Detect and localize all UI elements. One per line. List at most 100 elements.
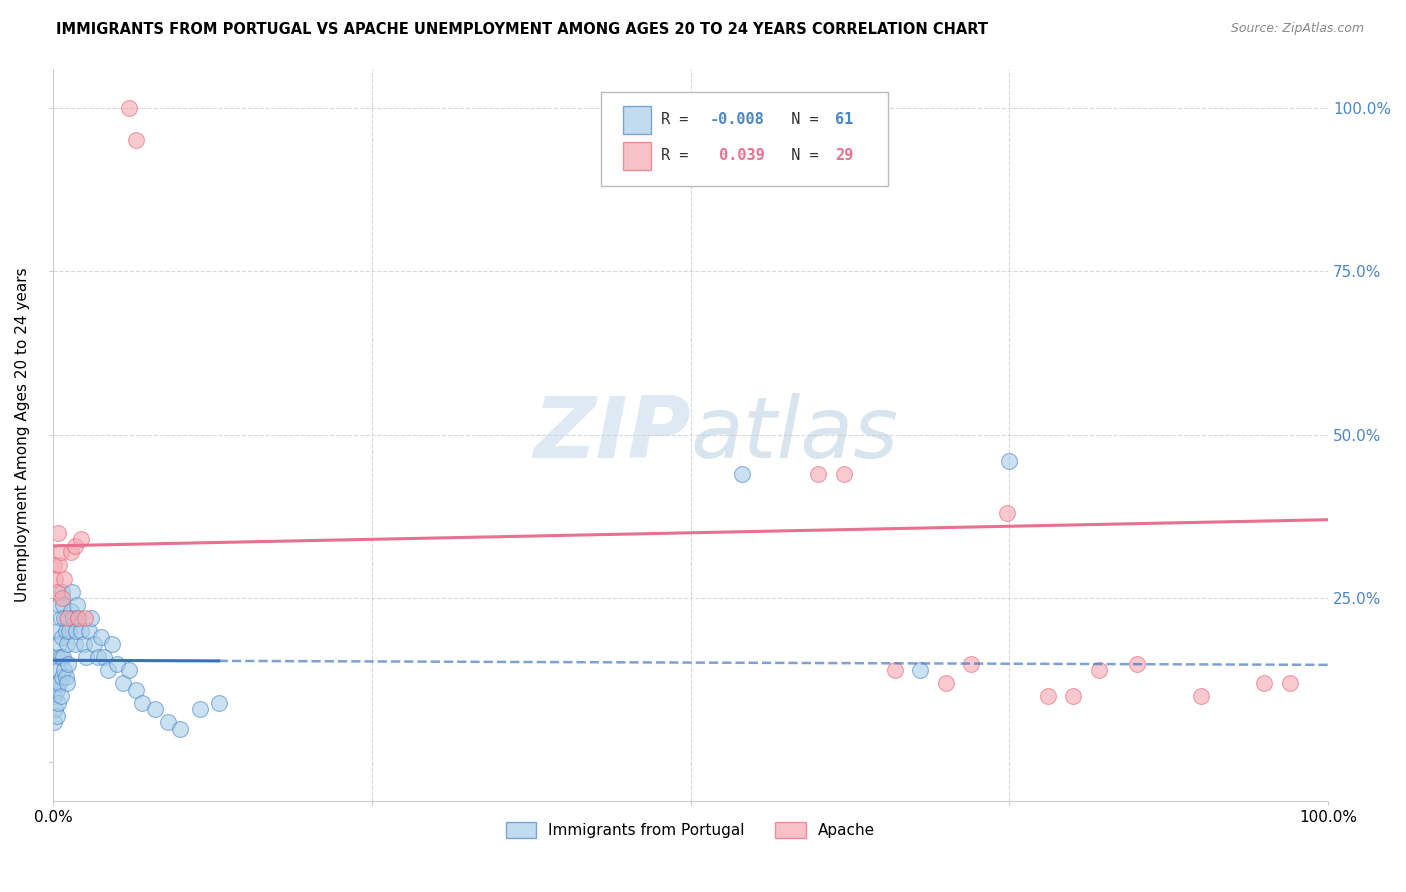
Point xyxy=(65,624,87,638)
Point xyxy=(998,454,1021,468)
Point xyxy=(73,611,96,625)
Point xyxy=(59,545,82,559)
Point xyxy=(45,584,67,599)
Text: ZIP: ZIP xyxy=(533,393,690,476)
Point xyxy=(75,650,97,665)
Point xyxy=(125,133,148,147)
Point xyxy=(46,624,69,638)
Point xyxy=(46,663,69,677)
Point xyxy=(72,637,94,651)
Point xyxy=(80,611,103,625)
Text: atlas: atlas xyxy=(690,393,898,476)
Point xyxy=(45,650,67,665)
Point xyxy=(832,467,855,481)
Point xyxy=(48,558,70,573)
Point xyxy=(131,696,153,710)
Point xyxy=(1253,676,1275,690)
Point xyxy=(51,670,73,684)
Point xyxy=(53,663,76,677)
Point xyxy=(730,467,752,481)
Point xyxy=(1126,657,1149,671)
Point xyxy=(90,631,112,645)
Text: 61: 61 xyxy=(835,112,853,127)
Point xyxy=(45,682,67,697)
Point xyxy=(143,702,166,716)
Point xyxy=(1036,690,1059,704)
Point xyxy=(44,702,66,716)
Text: -0.008: -0.008 xyxy=(710,112,765,127)
Point xyxy=(48,637,70,651)
Point xyxy=(63,539,86,553)
Point xyxy=(49,611,72,625)
Text: IMMIGRANTS FROM PORTUGAL VS APACHE UNEMPLOYMENT AMONG AGES 20 TO 24 YEARS CORREL: IMMIGRANTS FROM PORTUGAL VS APACHE UNEMP… xyxy=(56,22,988,37)
Point xyxy=(60,584,83,599)
Point xyxy=(208,696,231,710)
Point xyxy=(55,624,77,638)
Point xyxy=(53,611,76,625)
Point xyxy=(56,637,79,651)
Point xyxy=(97,663,120,677)
Text: N =: N = xyxy=(773,112,828,127)
Point xyxy=(66,598,89,612)
Text: R =: R = xyxy=(661,112,697,127)
Y-axis label: Unemployment Among Ages 20 to 24 years: Unemployment Among Ages 20 to 24 years xyxy=(15,268,30,602)
Point xyxy=(960,657,983,671)
Point xyxy=(46,525,69,540)
Point xyxy=(100,637,122,651)
Point xyxy=(935,676,957,690)
Point xyxy=(70,624,93,638)
Point xyxy=(118,101,141,115)
Point xyxy=(1189,690,1212,704)
Point xyxy=(46,696,69,710)
Point xyxy=(51,584,73,599)
Point xyxy=(45,709,67,723)
Point xyxy=(44,572,66,586)
Point xyxy=(55,670,77,684)
Point xyxy=(807,467,830,481)
Point xyxy=(995,506,1018,520)
Point xyxy=(883,663,905,677)
Point xyxy=(56,611,79,625)
Point xyxy=(63,637,86,651)
Point xyxy=(1278,676,1301,690)
Point xyxy=(53,572,76,586)
Point xyxy=(112,676,135,690)
Point xyxy=(156,715,179,730)
Point xyxy=(83,637,105,651)
FancyBboxPatch shape xyxy=(602,92,889,186)
Point xyxy=(908,663,931,677)
Point xyxy=(49,545,72,559)
Point xyxy=(77,624,100,638)
Point xyxy=(44,690,66,704)
Point xyxy=(52,650,75,665)
Point xyxy=(44,558,66,573)
Point xyxy=(188,702,211,716)
Point xyxy=(51,631,73,645)
Text: 0.039: 0.039 xyxy=(710,148,765,163)
Point xyxy=(118,663,141,677)
Point xyxy=(59,604,82,618)
Point xyxy=(67,611,90,625)
Point xyxy=(52,598,75,612)
Point xyxy=(1087,663,1109,677)
Point xyxy=(105,657,128,671)
Point xyxy=(70,533,93,547)
Point xyxy=(58,624,80,638)
Bar xyxy=(623,106,651,134)
Point xyxy=(48,598,70,612)
Point xyxy=(48,676,70,690)
Point xyxy=(56,676,79,690)
Legend: Immigrants from Portugal, Apache: Immigrants from Portugal, Apache xyxy=(499,816,882,845)
Point xyxy=(44,676,66,690)
Point xyxy=(49,690,72,704)
Text: R =: R = xyxy=(661,148,697,163)
Point xyxy=(62,611,84,625)
Text: Source: ZipAtlas.com: Source: ZipAtlas.com xyxy=(1230,22,1364,36)
Point xyxy=(51,591,73,606)
Point xyxy=(1062,690,1084,704)
Point xyxy=(58,611,80,625)
Point xyxy=(86,650,108,665)
Point xyxy=(58,657,80,671)
Point xyxy=(44,715,66,730)
Point xyxy=(169,722,191,736)
